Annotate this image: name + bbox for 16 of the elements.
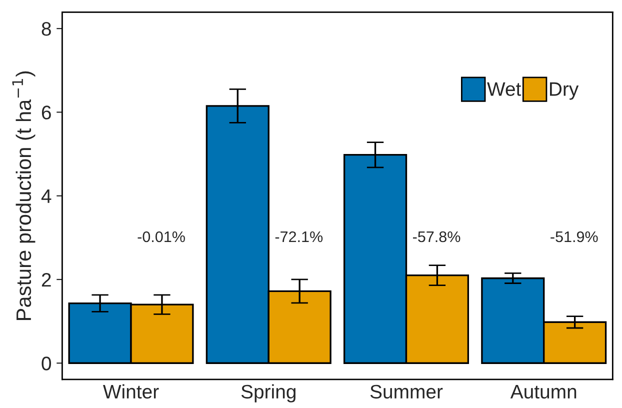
x-tick-label: Autumn <box>510 385 576 399</box>
y-tick-label: 0 <box>42 356 52 370</box>
y-tick-label: 4 <box>41 190 52 203</box>
y-axis-title: Pasture production (t ha$^{−1}$) <box>12 71 36 320</box>
legend-label: Wet <box>487 82 522 96</box>
annotation: -0.01% <box>138 231 185 242</box>
legend-label: Dry <box>550 82 579 100</box>
y-tick-label: 8 <box>42 22 51 36</box>
annotation: -72.1% <box>275 231 323 242</box>
annotation: -51.9% <box>550 231 598 242</box>
x-tick-label: Summer <box>370 384 443 399</box>
y-tick-label: 2 <box>42 272 51 287</box>
x-tick-label: Winter <box>103 384 159 399</box>
annotation: -57.8% <box>412 231 460 242</box>
y-tick-label: 6 <box>42 106 51 120</box>
x-tick-label: Spring <box>241 384 296 402</box>
